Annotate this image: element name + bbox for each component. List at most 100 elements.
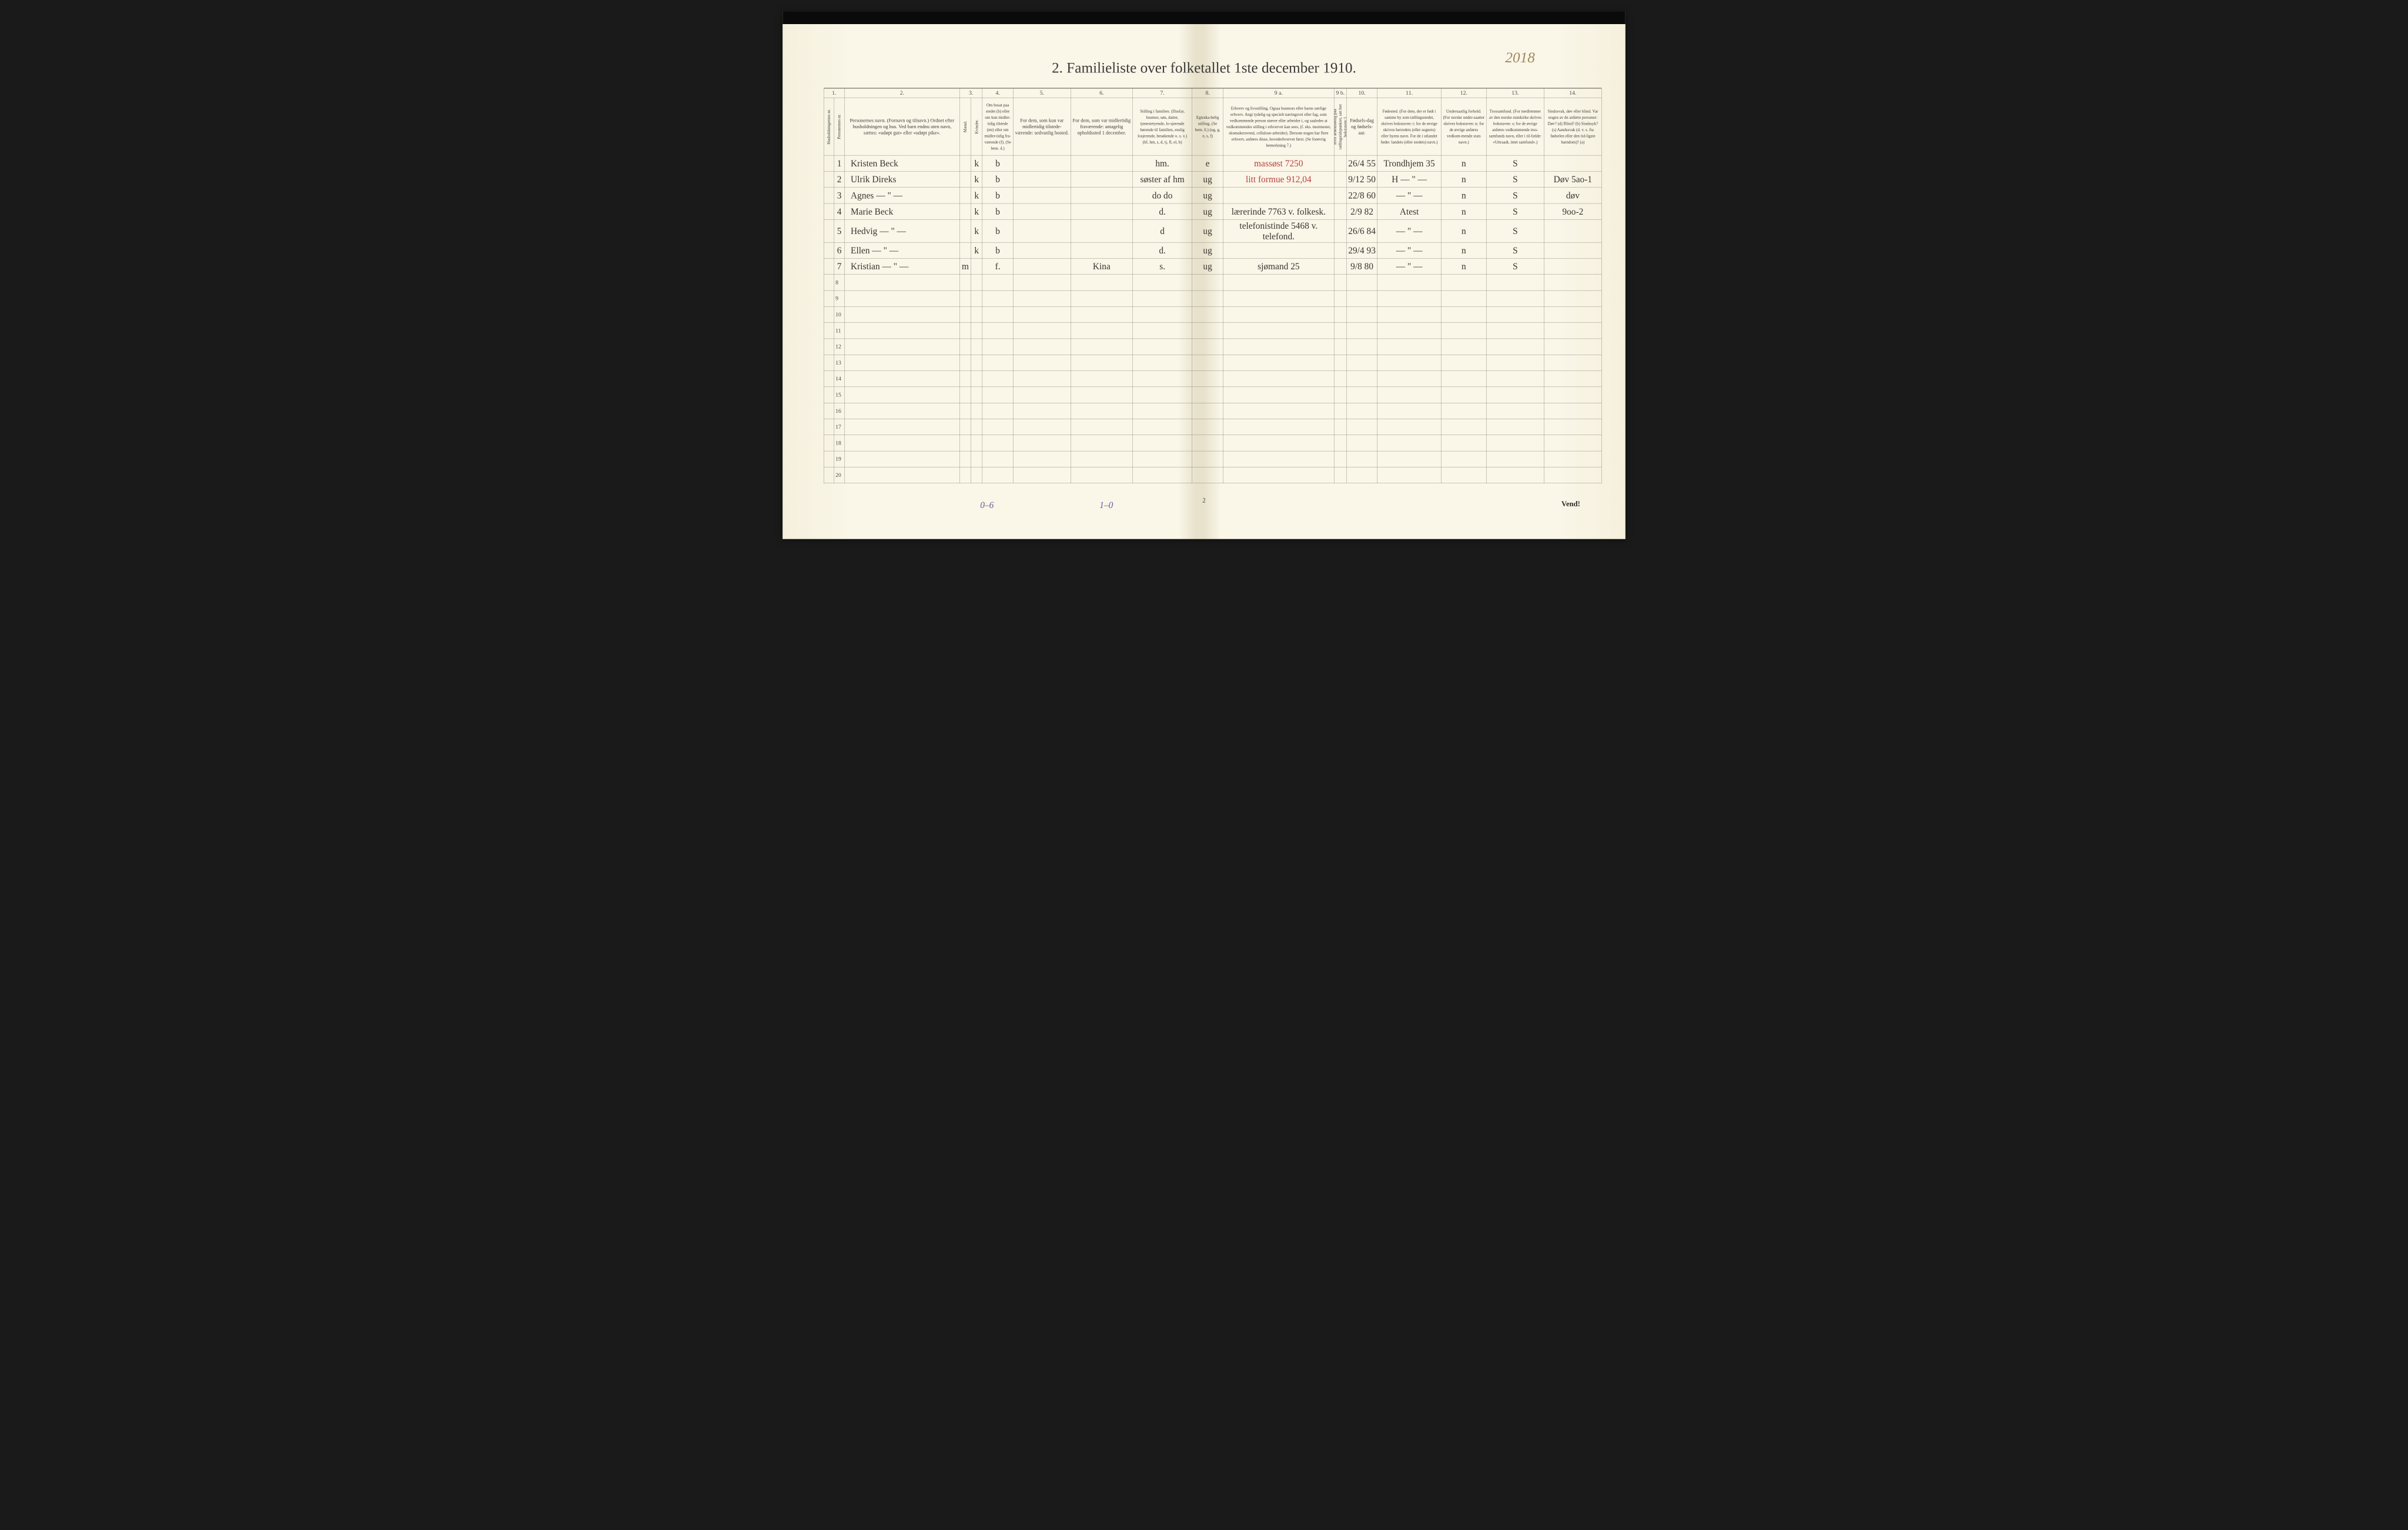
cell-empty — [1486, 290, 1544, 306]
cell-empty — [1544, 306, 1601, 322]
cell-empty — [844, 371, 959, 387]
hdr-stilling-text: Stilling i familien. (Husfar, husmor, sø… — [1138, 109, 1187, 144]
cell-fodselsdag: 29/4 93 — [1346, 242, 1377, 258]
cell-fodselsdag: 26/6 84 — [1346, 219, 1377, 242]
cell-bosat: b — [982, 242, 1014, 258]
hdr-undersaat-text: Undersaatlig forhold. (For norske under-… — [1443, 109, 1485, 144]
hdr-kvinder: Kvinder. — [971, 98, 982, 155]
cell-empty — [1223, 290, 1334, 306]
table-row-empty: 10 — [824, 306, 1601, 322]
cell-empty — [1013, 290, 1071, 306]
cell-empty — [982, 435, 1014, 451]
table-row-empty: 20 — [824, 467, 1601, 483]
cell-fodested: Trondhjem 35 — [1377, 155, 1442, 171]
cell-bosat: b — [982, 155, 1014, 171]
cell-undersaat: n — [1441, 203, 1486, 219]
cell-empty — [1192, 339, 1223, 355]
cell-sind — [1544, 242, 1601, 258]
colnum-7: 7. — [1132, 88, 1192, 98]
hdr-personnr: Personernes nr. — [834, 98, 845, 155]
hdr-fodested-text: Fødested. (For dem, der er født i samme … — [1381, 109, 1438, 144]
cell-empty — [982, 467, 1014, 483]
cell-empty — [971, 403, 982, 419]
cell-sedvanlig — [1013, 155, 1071, 171]
cell-sedvanlig — [1013, 219, 1071, 242]
cell-empty — [1377, 323, 1442, 339]
cell-l — [1334, 242, 1346, 258]
cell-empty — [1377, 355, 1442, 370]
colnum-14: 14. — [1544, 88, 1601, 98]
cell-empty — [1334, 306, 1346, 322]
cell-sind — [1544, 155, 1601, 171]
cell-empty — [971, 339, 982, 355]
cell-sind: Døv 5ao-1 — [1544, 171, 1601, 187]
cell-empty — [1192, 419, 1223, 435]
cell-empty — [1486, 306, 1544, 322]
cell-empty — [1486, 275, 1544, 290]
cell-sex-m — [959, 242, 971, 258]
cell-sedvanlig — [1013, 242, 1071, 258]
cell-empty — [1377, 306, 1442, 322]
cell-empty — [1071, 306, 1132, 322]
hdr-bosat: Om bosat paa stedet (b) eller om kun mid… — [982, 98, 1014, 155]
cell-empty — [1132, 275, 1192, 290]
cell-empty — [1544, 467, 1601, 483]
cell-personnr: 8 — [834, 275, 845, 290]
cell-l — [1334, 188, 1346, 203]
cell-empty — [1132, 419, 1192, 435]
table-row-empty: 13 — [824, 355, 1601, 370]
cell-stilling: søster af hm — [1132, 171, 1192, 187]
vend-label: Vend! — [1561, 500, 1580, 509]
cell-empty — [982, 290, 1014, 306]
cell-sex-k: k — [971, 219, 982, 242]
cell-empty — [1486, 355, 1544, 370]
table-row-empty: 8 — [824, 275, 1601, 290]
cell-empty — [971, 419, 982, 435]
cell-empty — [844, 275, 959, 290]
cell-empty — [1334, 387, 1346, 403]
cell-empty — [1486, 451, 1544, 467]
cell-empty — [1486, 435, 1544, 451]
table-row-empty: 17 — [824, 419, 1601, 435]
cell-empty — [1334, 371, 1346, 387]
cell-empty — [1071, 435, 1132, 451]
cell-opphold — [1071, 188, 1132, 203]
cell-bosat: f. — [982, 258, 1014, 274]
table-row: 5Hedvig — " —kbdugtelefonistinde 5468 v.… — [824, 219, 1601, 242]
cell-empty — [1377, 290, 1442, 306]
cell-empty — [1346, 355, 1377, 370]
hdr-egtesk: Egteska-belig stilling. (Se bem. 6.) (ug… — [1192, 98, 1223, 155]
cell-empty — [1223, 355, 1334, 370]
cell-empty — [1132, 371, 1192, 387]
cell-undersaat: n — [1441, 242, 1486, 258]
colnum-8: 8. — [1192, 88, 1223, 98]
cell-empty — [1013, 323, 1071, 339]
cell-husholdningnr — [824, 155, 834, 171]
cell-fodested: — " — — [1377, 242, 1442, 258]
cell-empty — [1441, 387, 1486, 403]
cell-opphold — [1071, 155, 1132, 171]
cell-name: Hedvig — " — — [844, 219, 959, 242]
cell-empty — [1544, 419, 1601, 435]
scan-dark-edge — [782, 12, 1626, 24]
cell-sind: døv — [1544, 188, 1601, 203]
cell-personnr: 1 — [834, 155, 845, 171]
cell-empty — [1346, 435, 1377, 451]
cell-empty — [1486, 371, 1544, 387]
hdr-bosat-text: Om bosat paa stedet (b) eller om kun mid… — [984, 103, 1011, 151]
cell-empty — [1071, 451, 1132, 467]
cell-empty — [1223, 435, 1334, 451]
cell-empty — [971, 451, 982, 467]
cell-empty — [1192, 387, 1223, 403]
cell-personnr: 16 — [834, 403, 845, 419]
cell-egtesk: ug — [1192, 171, 1223, 187]
cell-empty — [1132, 306, 1192, 322]
cell-undersaat: n — [1441, 219, 1486, 242]
cell-empty — [1377, 435, 1442, 451]
table-row: 2Ulrik Direkskbsøster af hmuglitt formue… — [824, 171, 1601, 187]
cell-empty — [971, 290, 982, 306]
table-row-empty: 12 — [824, 339, 1601, 355]
cell-empty — [1377, 403, 1442, 419]
cell-empty — [1441, 339, 1486, 355]
cell-sind: 9oo-2 — [1544, 203, 1601, 219]
